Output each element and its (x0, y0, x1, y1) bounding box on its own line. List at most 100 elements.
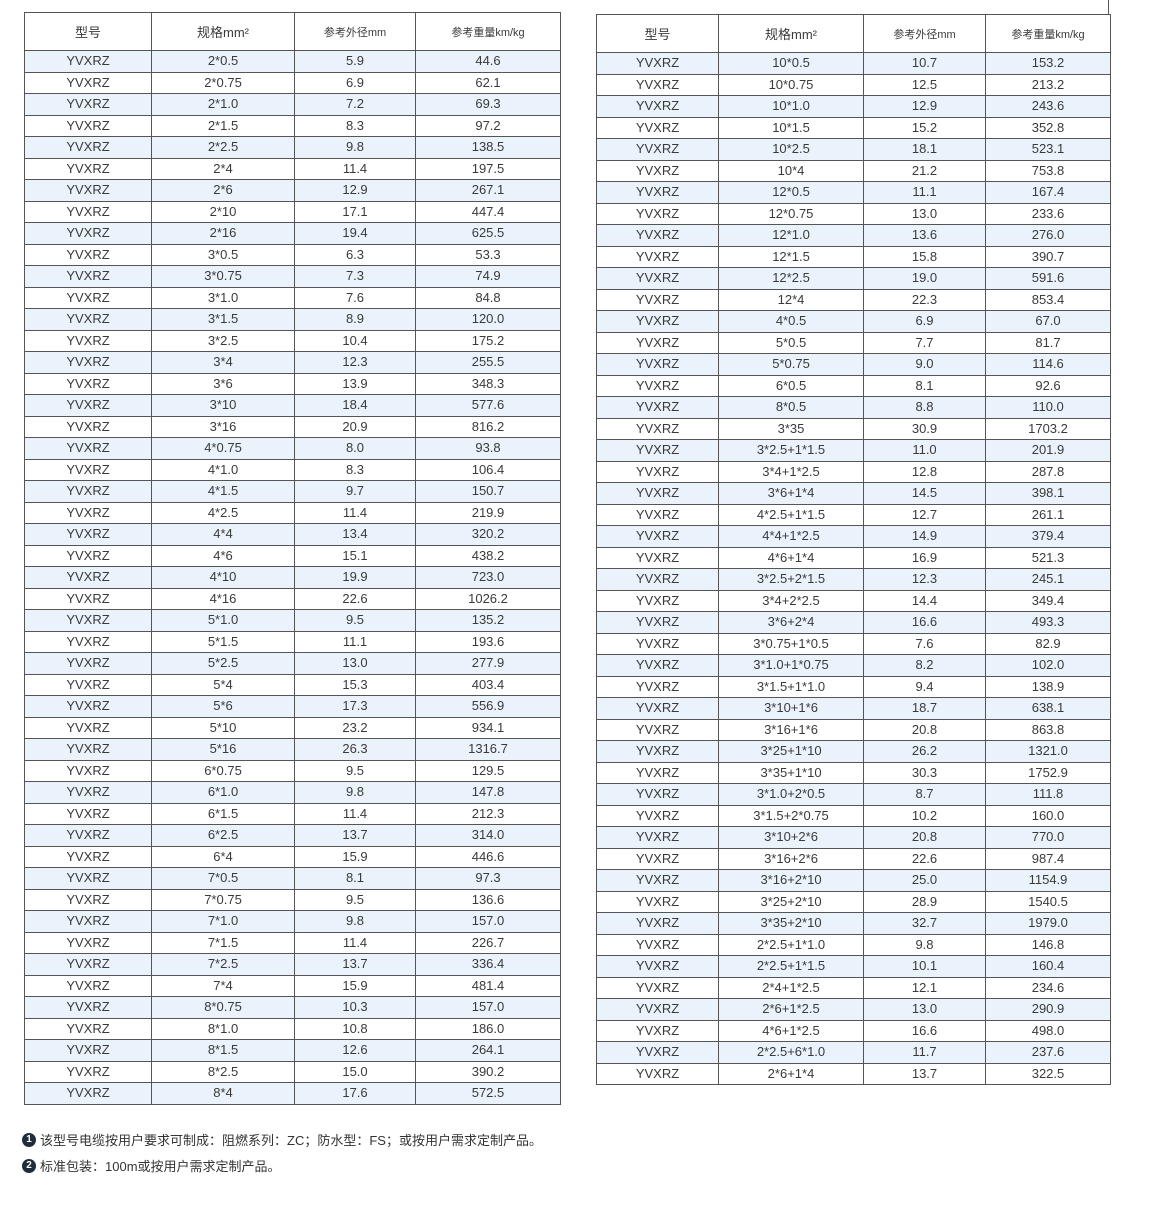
cell-weight: 81.7 (985, 331, 1111, 354)
cell-spec: 8*0.75 (151, 996, 295, 1019)
header-spec: 规格mm² (151, 12, 295, 51)
cell-weight: 261.1 (985, 503, 1111, 526)
cell-spec: 3*16 (151, 415, 295, 438)
cell-weight: 863.8 (985, 718, 1111, 741)
table-row: YVXRZ 3*1.5+1*1.0 9.4 138.9 (596, 675, 1111, 698)
cell-spec: 5*2.5 (151, 652, 295, 675)
cell-spec: 2*10 (151, 200, 295, 223)
table-row: YVXRZ 2*2.5 9.8 138.5 (24, 136, 561, 159)
cell-weight: 201.9 (985, 439, 1111, 462)
cell-weight: 447.4 (415, 200, 561, 223)
table-row: YVXRZ 10*1.5 15.2 352.8 (596, 116, 1111, 139)
table-row: YVXRZ 2*0.75 6.9 62.1 (24, 71, 561, 94)
cell-weight: 625.5 (415, 222, 561, 245)
cell-spec: 2*6+1*4 (718, 1062, 864, 1085)
cell-diameter: 10.2 (863, 804, 986, 827)
table-row: YVXRZ 3*25+1*10 26.2 1321.0 (596, 740, 1111, 763)
cell-spec: 10*1.5 (718, 116, 864, 139)
cell-diameter: 17.1 (294, 200, 416, 223)
cell-diameter: 9.8 (294, 781, 416, 804)
cell-model: YVXRZ (596, 267, 719, 290)
cell-diameter: 9.8 (294, 136, 416, 159)
cell-weight: 1703.2 (985, 417, 1111, 440)
cell-weight: 197.5 (415, 157, 561, 180)
cell-spec: 3*0.5 (151, 243, 295, 266)
cell-weight: 290.9 (985, 998, 1111, 1021)
cell-spec: 7*4 (151, 974, 295, 997)
cell-weight: 352.8 (985, 116, 1111, 139)
header-weight: 参考重量km/kg (985, 14, 1111, 53)
cell-diameter: 28.9 (863, 890, 986, 913)
cell-model: YVXRZ (596, 654, 719, 677)
table-row: YVXRZ 3*16 20.9 816.2 (24, 415, 561, 438)
table-row: YVXRZ 2*6+1*2.5 13.0 290.9 (596, 998, 1111, 1021)
cell-model: YVXRZ (596, 869, 719, 892)
cell-spec: 5*0.5 (718, 331, 864, 354)
cell-weight: 446.6 (415, 845, 561, 868)
cell-diameter: 26.3 (294, 738, 416, 761)
cell-diameter: 17.3 (294, 695, 416, 718)
cell-model: YVXRZ (24, 781, 152, 804)
cell-spec: 7*1.0 (151, 910, 295, 933)
cell-diameter: 18.1 (863, 138, 986, 161)
cell-spec: 6*1.0 (151, 781, 295, 804)
cell-spec: 4*6 (151, 544, 295, 567)
cell-model: YVXRZ (24, 1082, 152, 1105)
table-row: YVXRZ 4*0.5 6.9 67.0 (596, 310, 1111, 333)
table-row: YVXRZ 2*2.5+6*1.0 11.7 237.6 (596, 1041, 1111, 1064)
cell-model: YVXRZ (596, 998, 719, 1021)
cell-weight: 521.3 (985, 546, 1111, 569)
table-row: YVXRZ 3*1.0+1*0.75 8.2 102.0 (596, 654, 1111, 677)
cell-weight: 157.0 (415, 996, 561, 1019)
cell-model: YVXRZ (596, 310, 719, 333)
cell-model: YVXRZ (596, 632, 719, 655)
cell-diameter: 8.7 (863, 783, 986, 806)
table-row: YVXRZ 6*1.0 9.8 147.8 (24, 781, 561, 804)
cell-diameter: 13.0 (294, 652, 416, 675)
cell-diameter: 11.4 (294, 157, 416, 180)
cell-model: YVXRZ (596, 73, 719, 96)
cell-spec: 3*6+1*4 (718, 482, 864, 505)
cell-model: YVXRZ (596, 546, 719, 569)
cell-model: YVXRZ (596, 482, 719, 505)
table-row: YVXRZ 3*10+1*6 18.7 638.1 (596, 697, 1111, 720)
cell-model: YVXRZ (596, 138, 719, 161)
cell-weight: 146.8 (985, 933, 1111, 956)
table-row: YVXRZ 4*2.5+1*1.5 12.7 261.1 (596, 503, 1111, 526)
cell-model: YVXRZ (596, 718, 719, 741)
cell-diameter: 12.9 (294, 179, 416, 202)
cell-spec: 3*35+1*10 (718, 761, 864, 784)
cell-model: YVXRZ (24, 609, 152, 632)
table-row: YVXRZ 5*1.5 11.1 193.6 (24, 630, 561, 653)
cell-model: YVXRZ (596, 331, 719, 354)
cell-model: YVXRZ (24, 974, 152, 997)
table-row: YVXRZ 4*6 15.1 438.2 (24, 544, 561, 567)
table-row: YVXRZ 5*0.75 9.0 114.6 (596, 353, 1111, 376)
cell-diameter: 13.6 (863, 224, 986, 247)
table-row: YVXRZ 2*10 17.1 447.4 (24, 200, 561, 223)
table-row: YVXRZ 8*0.75 10.3 157.0 (24, 996, 561, 1019)
cell-weight: 92.6 (985, 374, 1111, 397)
cell-model: YVXRZ (24, 652, 152, 675)
table-row: YVXRZ 3*1.0 7.6 84.8 (24, 286, 561, 309)
cell-weight: 69.3 (415, 93, 561, 116)
table-row: YVXRZ 6*0.75 9.5 129.5 (24, 759, 561, 782)
cell-model: YVXRZ (596, 1041, 719, 1064)
cell-spec: 5*0.75 (718, 353, 864, 376)
cell-weight: 135.2 (415, 609, 561, 632)
cell-diameter: 11.1 (294, 630, 416, 653)
cell-diameter: 9.5 (294, 888, 416, 911)
cell-model: YVXRZ (24, 157, 152, 180)
cell-weight: 160.4 (985, 955, 1111, 978)
cell-spec: 3*1.5+2*0.75 (718, 804, 864, 827)
cell-spec: 5*16 (151, 738, 295, 761)
cell-model: YVXRZ (24, 824, 152, 847)
cell-model: YVXRZ (596, 374, 719, 397)
cell-weight: 245.1 (985, 568, 1111, 591)
cell-model: YVXRZ (596, 568, 719, 591)
table-row: YVXRZ 8*4 17.6 572.5 (24, 1082, 561, 1105)
cell-model: YVXRZ (24, 845, 152, 868)
cell-weight: 853.4 (985, 288, 1111, 311)
cell-weight: 349.4 (985, 589, 1111, 612)
number-two-icon: 2 (22, 1158, 36, 1173)
